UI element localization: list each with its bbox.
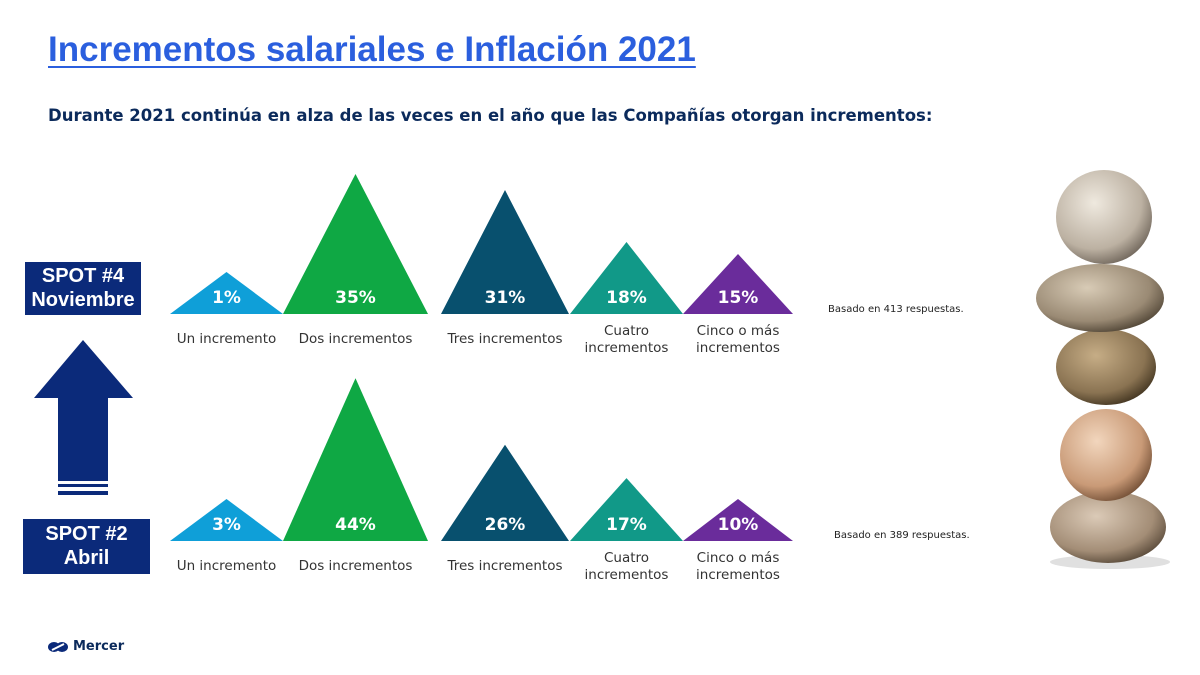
spot-4-line1: SPOT #4: [41, 265, 125, 287]
up-arrow-icon: [34, 340, 133, 495]
mercer-logo-text: Mercer: [73, 639, 125, 654]
category-label: incrementos: [696, 340, 780, 356]
triangle-mark: [570, 242, 683, 314]
stacked-stones-image: [1036, 170, 1170, 569]
triangle-mark: [170, 272, 283, 314]
category-label: Cinco o más: [697, 323, 780, 339]
value-label: 17%: [606, 515, 647, 535]
category-label: Un incremento: [177, 331, 277, 347]
category-label: incrementos: [696, 567, 780, 583]
value-label: 26%: [485, 515, 526, 535]
value-label: 1%: [212, 288, 241, 308]
mercer-logo: Mercer: [48, 639, 124, 654]
spot-4-line2: Noviembre: [31, 289, 135, 311]
triangle-mark: [683, 499, 793, 541]
slide-subtitle: Durante 2021 continúa en alza de las vec…: [48, 106, 933, 125]
triangle-mark: [283, 378, 428, 541]
value-label: 44%: [335, 515, 376, 535]
category-label: Cuatro: [604, 323, 649, 339]
responses-note: Basado en 389 respuestas.: [834, 530, 970, 541]
category-label: incrementos: [585, 567, 669, 583]
triangle-mark: [441, 190, 569, 314]
category-label: Cuatro: [604, 550, 649, 566]
value-label: 18%: [606, 288, 647, 308]
spot-2-label: SPOT #2 Abril: [23, 519, 150, 574]
spot-2-line1: SPOT #2: [45, 523, 128, 545]
category-label: Dos incrementos: [299, 331, 413, 347]
mercer-logo-icon: [48, 641, 68, 652]
slide-title: Incrementos salariales e Inflación 2021: [48, 30, 696, 69]
value-label: 35%: [335, 288, 376, 308]
value-label: 3%: [212, 515, 241, 535]
spot-4-label: SPOT #4 Noviembre: [25, 262, 141, 315]
triangle-mark: [170, 499, 283, 541]
responses-note: Basado en 413 respuestas.: [828, 304, 964, 315]
spot-2-line2: Abril: [63, 547, 110, 569]
category-label: Tres incrementos: [446, 331, 562, 347]
triangle-mark: [570, 478, 683, 541]
value-label: 31%: [485, 288, 526, 308]
category-label: Un incremento: [177, 558, 277, 574]
category-label: Cinco o más: [697, 550, 780, 566]
value-label: 10%: [718, 515, 759, 535]
category-label: Dos incrementos: [299, 558, 413, 574]
triangle-mark: [683, 254, 793, 314]
category-label: Tres incrementos: [446, 558, 562, 574]
triangle-mark: [441, 444, 569, 541]
value-label: 15%: [718, 288, 759, 308]
category-label: incrementos: [585, 340, 669, 356]
triangle-mark: [283, 174, 428, 314]
